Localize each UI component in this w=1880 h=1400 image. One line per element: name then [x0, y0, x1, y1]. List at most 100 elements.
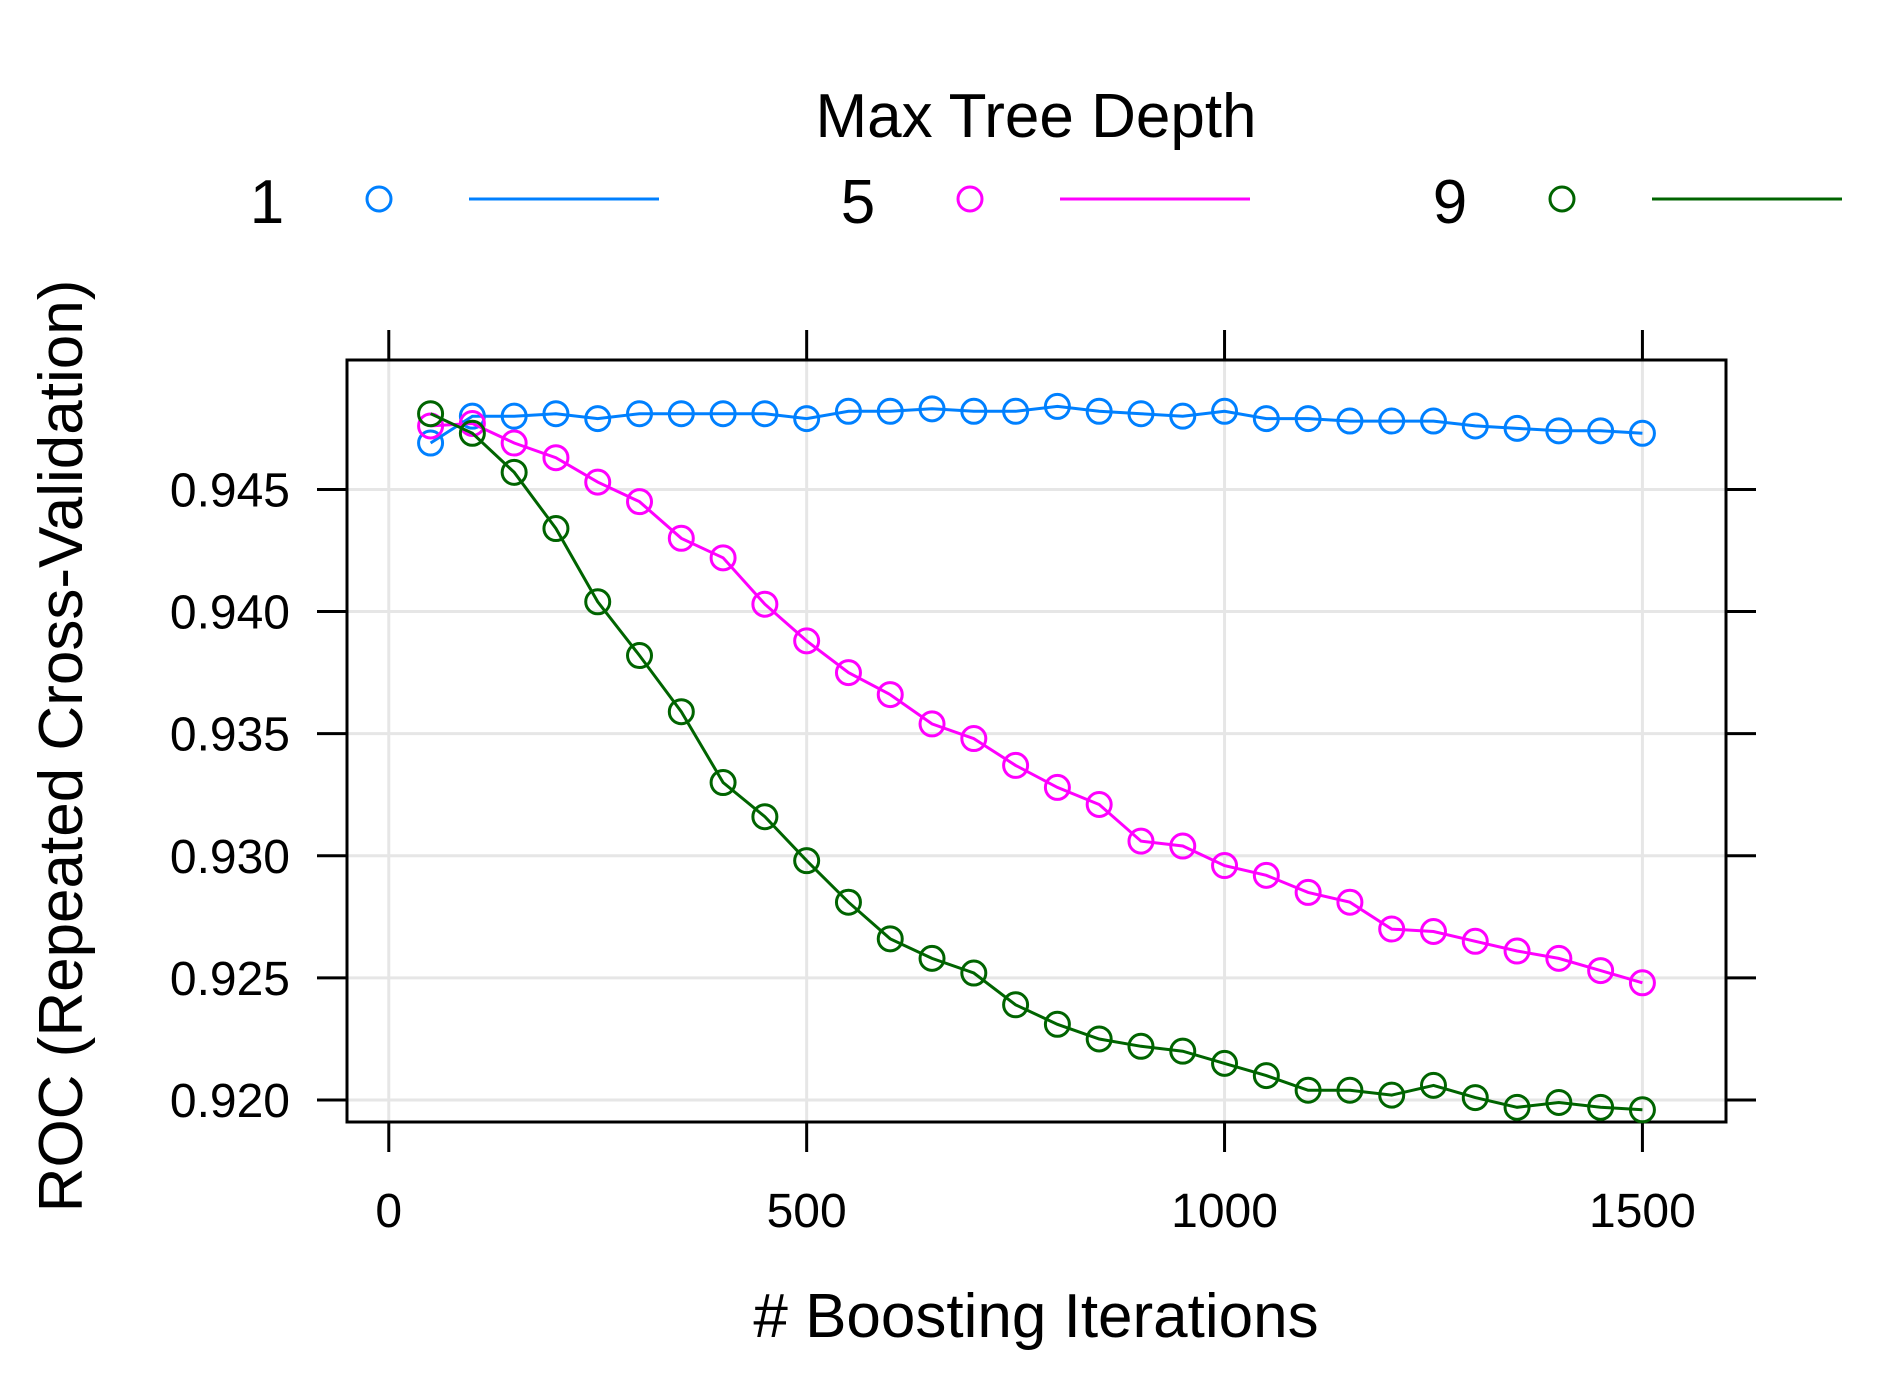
data-point — [1336, 888, 1364, 916]
data-point — [417, 429, 445, 457]
data-point — [918, 944, 946, 972]
x-axis: 0 500 1000 1500 — [375, 330, 1696, 1238]
data-point — [1085, 397, 1113, 425]
series-line — [429, 412, 1643, 1112]
data-point — [1461, 927, 1489, 955]
data-point — [960, 959, 988, 987]
legend-entry-1: 1 — [250, 168, 659, 237]
data-point — [1628, 969, 1656, 997]
data-point — [1043, 1010, 1071, 1038]
x-tick-label: 0 — [375, 1185, 402, 1238]
data-point — [1002, 397, 1030, 425]
data-point — [542, 400, 570, 428]
data-point — [1545, 944, 1573, 972]
data-point — [1587, 957, 1615, 985]
legend-label: 9 — [1433, 168, 1467, 237]
data-point — [709, 400, 737, 428]
data-point — [626, 642, 654, 670]
data-point — [500, 429, 528, 457]
data-point — [1211, 397, 1239, 425]
data-point — [1252, 405, 1280, 433]
series-9 — [417, 400, 1656, 1124]
plot-frame — [345, 358, 1728, 1124]
data-point — [584, 405, 612, 433]
data-point — [876, 925, 904, 953]
data-point — [1503, 1093, 1531, 1121]
data-point — [1628, 419, 1656, 447]
data-point — [1378, 1081, 1406, 1109]
data-point — [1211, 852, 1239, 880]
data-point — [793, 847, 821, 875]
data-point — [793, 405, 821, 433]
data-point — [1378, 407, 1406, 435]
data-point — [1169, 402, 1197, 430]
data-point — [1127, 400, 1155, 428]
data-point — [1002, 751, 1030, 779]
plot-area: 0 500 1000 1500 0.9200.9250.9300.9350.9400.… — [170, 330, 1756, 1238]
data-point — [626, 400, 654, 428]
y-tick-label: 0.920 — [170, 1075, 290, 1128]
y-tick-label: 0.940 — [170, 587, 290, 640]
data-point — [751, 590, 779, 618]
data-point — [1336, 407, 1364, 435]
data-point — [960, 725, 988, 753]
y-axis-title: ROC (Repeated Cross-Validation) — [27, 280, 96, 1213]
legend-marker — [1548, 185, 1576, 213]
gridlines — [347, 360, 1726, 1122]
series-5 — [417, 410, 1656, 997]
data-point — [751, 803, 779, 831]
legend-entry-5: 5 — [841, 168, 1250, 237]
data-point — [1294, 405, 1322, 433]
data-point — [1043, 773, 1071, 801]
data-point — [1419, 1071, 1447, 1099]
data-point — [876, 681, 904, 709]
data-point — [1545, 417, 1573, 445]
series-line — [429, 404, 1643, 445]
data-point — [1587, 1093, 1615, 1121]
data-point — [667, 400, 695, 428]
series-1 — [417, 392, 1656, 457]
data-point — [1461, 1084, 1489, 1112]
data-point — [500, 402, 528, 430]
series-line — [430, 421, 1643, 985]
legend-label: 1 — [250, 168, 284, 237]
data-point — [1628, 1096, 1656, 1124]
data-point — [1252, 1062, 1280, 1090]
data-point — [1002, 991, 1030, 1019]
y-tick-label: 0.930 — [170, 831, 290, 884]
data-point — [1545, 1088, 1573, 1116]
data-point — [1503, 937, 1531, 965]
data-point — [960, 397, 988, 425]
data-point — [918, 710, 946, 738]
data-point — [876, 397, 904, 425]
data-point — [417, 400, 445, 428]
data-point — [1587, 417, 1615, 445]
data-point — [1419, 918, 1447, 945]
data-point — [1252, 861, 1280, 889]
data-point — [793, 627, 821, 655]
data-point — [1211, 1049, 1239, 1077]
data-point — [834, 888, 862, 916]
legend-marker — [956, 185, 984, 213]
legend-entries: 1 5 9 — [250, 168, 1842, 237]
data-point — [458, 402, 486, 430]
data-point — [584, 588, 612, 616]
data-point — [709, 769, 737, 797]
data-point — [458, 419, 486, 447]
legend-title: Max Tree Depth — [815, 82, 1256, 151]
data-point — [1336, 1076, 1364, 1104]
legend-entry-9: 9 — [1433, 168, 1842, 237]
data-point — [1169, 832, 1197, 860]
data-point — [1378, 915, 1406, 943]
data-point — [667, 698, 695, 726]
data-point — [458, 410, 486, 437]
data-point — [709, 544, 737, 572]
x-axis-title: # Boosting Iterations — [753, 1282, 1318, 1351]
data-point — [1043, 392, 1071, 420]
legend: Max Tree Depth 1 5 9 — [250, 82, 1842, 237]
x-tick-label: 1000 — [1171, 1185, 1278, 1238]
legend-label: 5 — [841, 168, 875, 237]
y-tick-label: 0.925 — [170, 953, 290, 1006]
data-point — [1294, 1076, 1322, 1104]
